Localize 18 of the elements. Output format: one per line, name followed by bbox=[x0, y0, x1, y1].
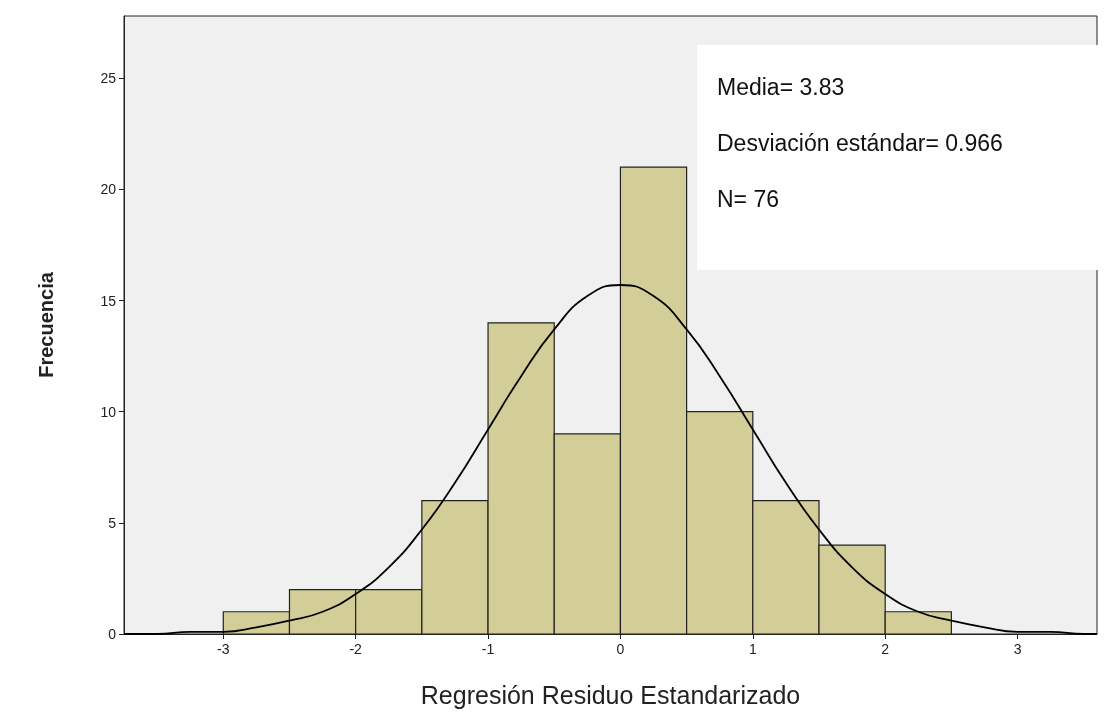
y-tick-label: 15 bbox=[100, 292, 117, 309]
x-axis-title: Regresión Residuo Estandarizado bbox=[420, 680, 801, 709]
x-tick-label: -2 bbox=[349, 641, 363, 657]
y-tick-label: 10 bbox=[100, 403, 117, 420]
annotation: Media= 3.83 bbox=[717, 73, 846, 102]
x-tick-label: 1 bbox=[748, 641, 757, 657]
y-tick-label: 0 bbox=[108, 626, 117, 642]
y-tick-label: 25 bbox=[100, 70, 117, 87]
x-tick-label: -3 bbox=[217, 641, 230, 657]
x-tick-label: 2 bbox=[881, 641, 890, 657]
y-tick-label: 20 bbox=[100, 181, 117, 198]
x-tick-label: 3 bbox=[1013, 641, 1022, 657]
x-tick-label: -1 bbox=[481, 641, 495, 657]
annotation: N= 76 bbox=[717, 185, 780, 214]
x-tick-label: 0 bbox=[616, 641, 625, 657]
annotation: Desviación estándar= 0.966 bbox=[717, 129, 1004, 158]
y-tick-label: 5 bbox=[108, 514, 117, 531]
y-axis-title: Frecuencia bbox=[35, 271, 57, 378]
